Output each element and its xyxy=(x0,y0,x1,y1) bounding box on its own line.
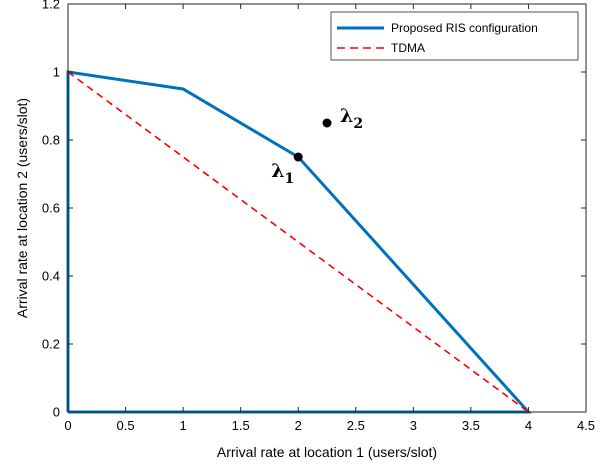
legend: Proposed RIS configuration TDMA xyxy=(330,11,579,61)
points-layer: λ1 λ2 xyxy=(271,105,363,187)
x-tick-label: 4.5 xyxy=(577,418,595,433)
x-tick-label: 4 xyxy=(525,418,532,433)
x-tick-label: 3.5 xyxy=(462,418,480,433)
x-axis-label: Arrival rate at location 1 (users/slot) xyxy=(217,444,437,460)
y-tick-label: 1 xyxy=(53,65,60,80)
y-axis-label: Arrival rate at location 2 (users/slot) xyxy=(14,98,30,318)
x-tick-label: 3 xyxy=(410,418,417,433)
y-tick-label: 0.6 xyxy=(42,201,60,216)
point-lambda-2 xyxy=(322,118,332,128)
x-tick-label: 1.5 xyxy=(232,418,250,433)
point-label-lambda-2: λ2 xyxy=(340,105,363,132)
y-tick-label: 0.2 xyxy=(42,337,60,352)
ticks-layer: 0 0.5 1 1.5 2 2.5 3 3.5 4 4.5 0 0.2 0.4 0.6 0.8 1 1.2 xyxy=(42,0,595,433)
y-tick-label: 1.2 xyxy=(42,0,60,12)
x-tick-label: 2 xyxy=(295,418,302,433)
point-label-lambda-1: λ1 xyxy=(271,160,294,187)
x-tick-label: 0.5 xyxy=(117,418,135,433)
legend-label-tdma: TDMA xyxy=(391,41,425,55)
y-tick-label: 0 xyxy=(53,405,60,420)
legend-box xyxy=(330,11,579,61)
point-lambda-1 xyxy=(293,152,303,162)
y-tick-label: 0.4 xyxy=(42,269,60,284)
legend-label-ris: Proposed RIS configuration xyxy=(391,21,538,35)
x-tick-label: 0 xyxy=(64,418,71,433)
y-tick-label: 0.8 xyxy=(42,133,60,148)
x-tick-label: 2.5 xyxy=(347,418,365,433)
x-tick-label: 1 xyxy=(179,418,186,433)
plot-area xyxy=(68,4,586,412)
